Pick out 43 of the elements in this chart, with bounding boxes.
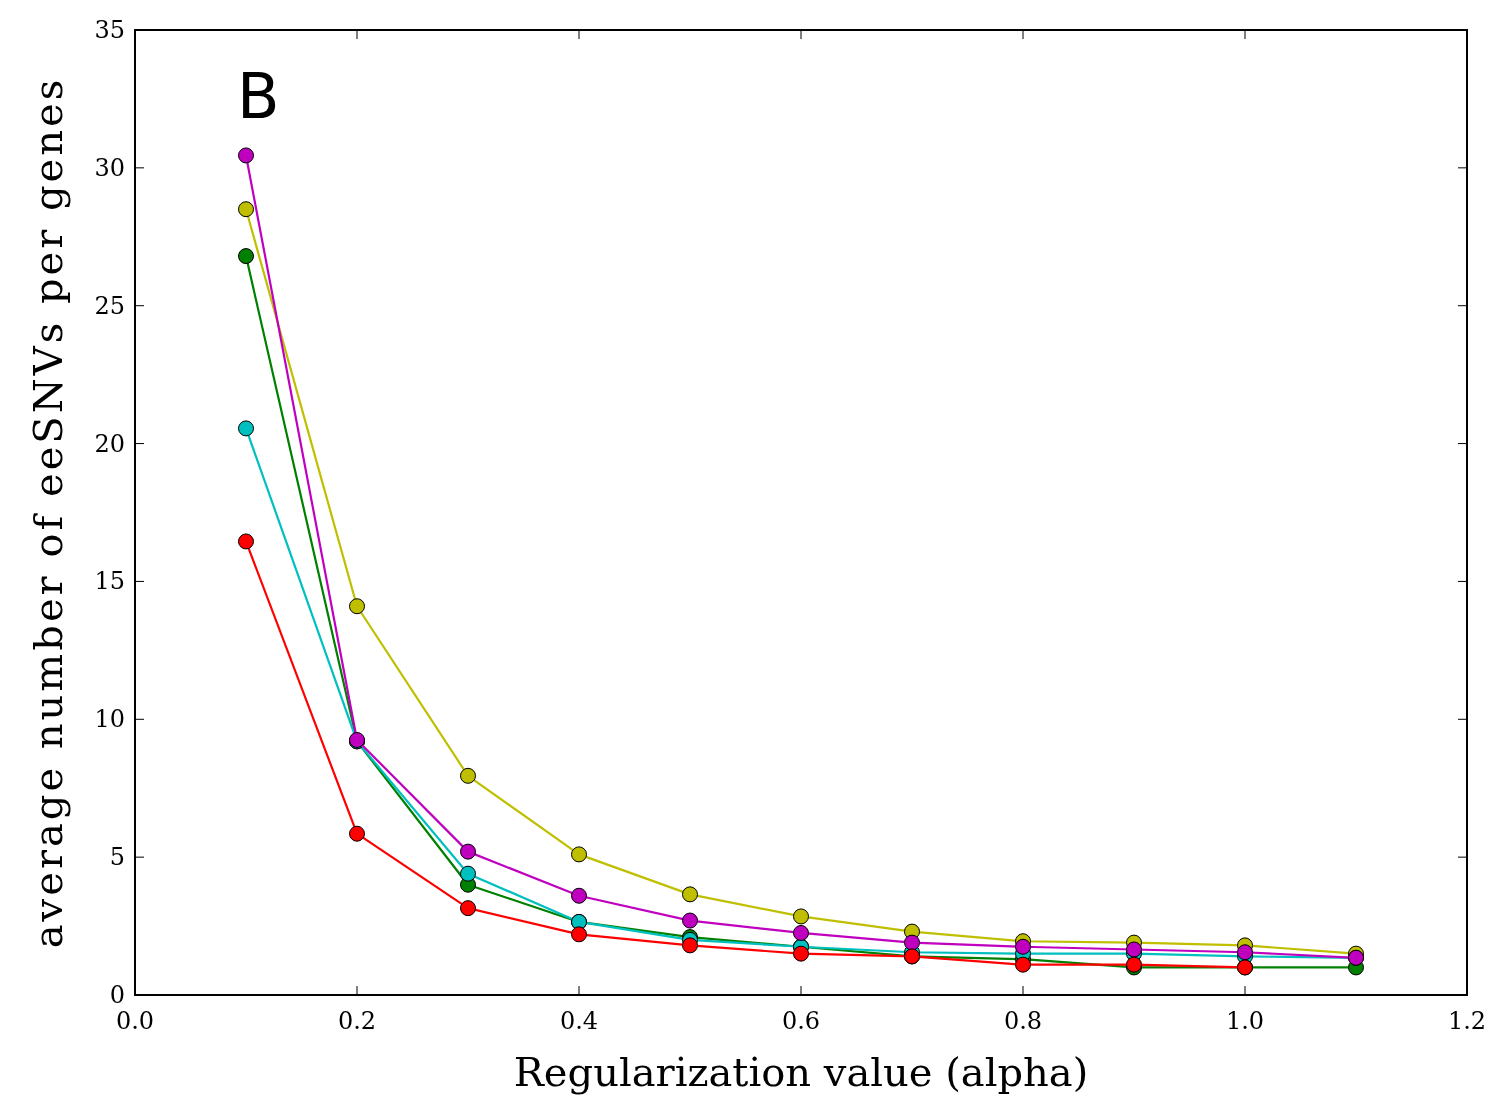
point: [460, 900, 476, 917]
x-tick-label: 0.0: [115, 1007, 155, 1035]
point: [904, 934, 920, 951]
point: [349, 825, 365, 842]
point: [238, 533, 254, 550]
point: [571, 887, 587, 904]
x-tick-label: 0.6: [781, 1007, 821, 1035]
point: [238, 420, 254, 437]
y-tick-label: 30: [94, 153, 125, 182]
y-tick-label: 20: [94, 429, 125, 458]
point: [238, 147, 254, 164]
x-tick-label: 1.2: [1447, 1007, 1487, 1035]
point: [349, 598, 365, 615]
x-tick-label: 1.0: [1225, 1007, 1265, 1035]
x-tick-label: 0.4: [559, 1007, 599, 1035]
point: [1237, 944, 1253, 961]
point: [460, 865, 476, 882]
point: [571, 846, 587, 863]
y-tick-label: 5: [109, 843, 125, 872]
point: [1015, 938, 1031, 955]
y-tick-label: 10: [94, 705, 125, 734]
point: [1015, 956, 1031, 973]
point: [682, 886, 698, 903]
point: [682, 937, 698, 954]
point: [793, 924, 809, 941]
y-tick-label: 35: [94, 16, 125, 44]
point: [1126, 941, 1142, 958]
y-tick-label: 25: [94, 291, 125, 320]
x-axis-title: Regularization value (alpha): [513, 1049, 1089, 1095]
y-tick-label: 0: [109, 981, 125, 1009]
point: [682, 912, 698, 929]
point: [460, 843, 476, 860]
point: [238, 248, 254, 265]
point: [238, 201, 254, 218]
point: [460, 767, 476, 784]
x-tick-label: 0.8: [1003, 1007, 1043, 1035]
point: [571, 926, 587, 943]
point: [793, 945, 809, 962]
x-tick-label: 0.2: [337, 1007, 377, 1035]
point: [793, 908, 809, 925]
annotation: B: [237, 60, 280, 133]
y-tick-label: 15: [94, 567, 125, 596]
y-axis-title: average number of eeSNVs per genes: [25, 76, 71, 949]
